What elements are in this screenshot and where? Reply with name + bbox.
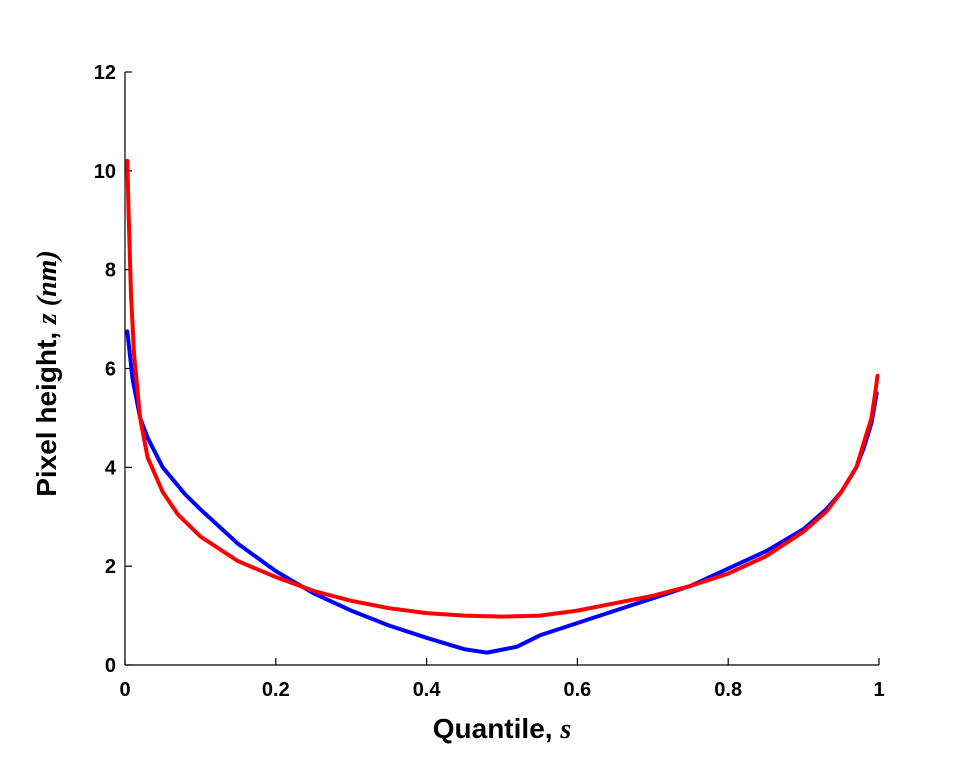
y-axis-title-symbol: z (nm) <box>32 250 63 325</box>
x-tick-label: 0 <box>119 679 130 701</box>
series-line-1 <box>125 329 879 655</box>
y-tick-label: 4 <box>105 457 117 479</box>
y-axis-title-text: Pixel height, <box>31 324 62 497</box>
x-tick-label: 0.6 <box>563 679 591 701</box>
y-tick-label: 0 <box>105 655 116 677</box>
x-tick-label: 1 <box>873 679 884 701</box>
series-line-2 <box>125 158 880 619</box>
y-axis-title: Pixel height, z (nm) <box>31 250 63 497</box>
x-axis-title-text: Quantile, <box>433 713 561 744</box>
x-ticks: 0 0.2 0.4 0.6 0.8 1 <box>119 658 885 701</box>
y-tick-label: 2 <box>105 556 116 578</box>
y-tick-label: 12 <box>94 62 116 84</box>
series-layer <box>125 158 880 655</box>
x-tick-label: 0.2 <box>262 679 290 701</box>
y-tick-label: 10 <box>94 161 116 183</box>
x-axis-title: Quantile, s <box>433 713 572 745</box>
x-tick-label: 0.4 <box>413 679 442 701</box>
y-tick-label: 8 <box>105 260 116 282</box>
x-tick-label: 0.8 <box>714 679 742 701</box>
axes: 0 2 4 6 8 10 12 0 0.2 0.4 0.6 0.8 1 <box>94 62 885 701</box>
x-axis-title-symbol: s <box>559 714 571 745</box>
y-tick-label: 6 <box>105 359 116 381</box>
y-ticks: 0 2 4 6 8 10 12 <box>94 62 132 677</box>
